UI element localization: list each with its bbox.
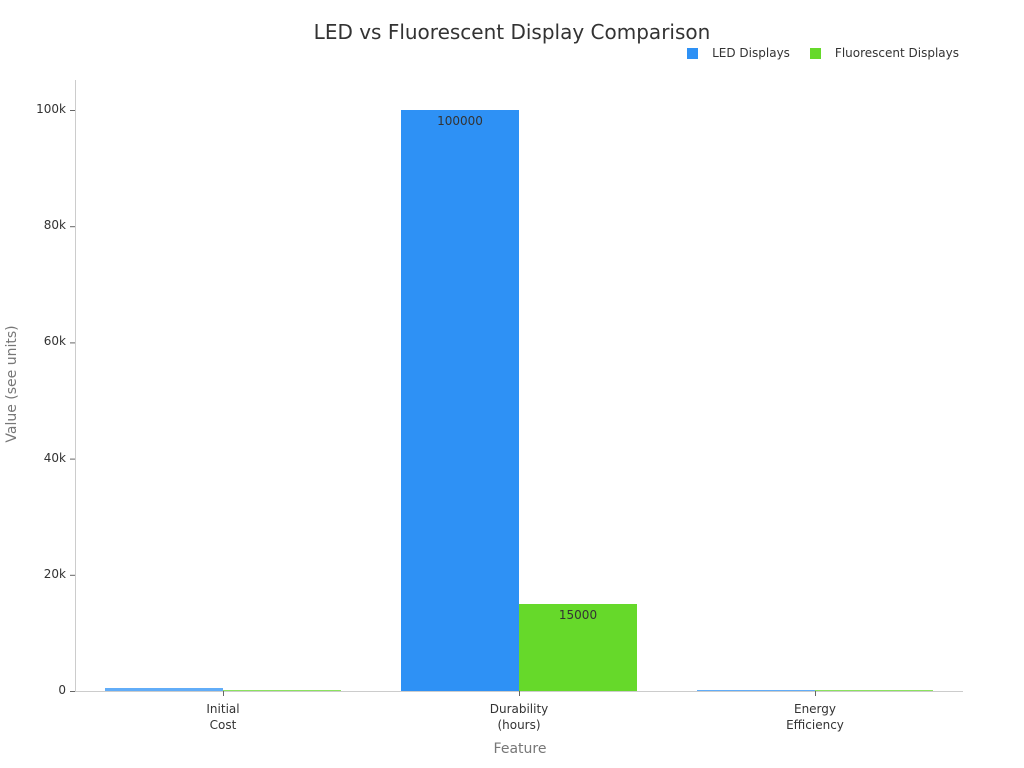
y-tick-label: 0 (58, 683, 66, 697)
legend: LED Displays Fluorescent Displays (667, 46, 959, 60)
bar-led[interactable] (401, 110, 519, 691)
y-tick-label: 20k (43, 566, 66, 581)
legend-label-fluorescent: Fluorescent Displays (834, 46, 959, 60)
legend-swatch-fluorescent (809, 47, 821, 59)
bar-fluorescent[interactable] (519, 603, 637, 691)
legend-item-fluorescent[interactable]: Fluorescent Displays (809, 46, 959, 60)
y-axis-label: Value (see units) (4, 325, 20, 443)
x-tick-label: Energy Efficiency (786, 702, 844, 732)
y-tick-label: 40k (43, 450, 66, 465)
x-tick-label: Durability (hours) (489, 702, 549, 732)
y-tick-label: 80k (43, 218, 66, 233)
chart-title: LED vs Fluorescent Display Comparison (313, 20, 711, 44)
y-tick-label: 100k (36, 102, 66, 116)
bar-value-label: 15000 (558, 607, 598, 622)
bar-fluorescent[interactable] (815, 690, 933, 691)
bar-led[interactable] (105, 687, 223, 691)
y-tick-label: 60k (43, 334, 66, 349)
bar-led[interactable] (697, 690, 815, 691)
bar-value-label: 100000 (437, 114, 483, 128)
legend-label-led: LED Displays (712, 46, 790, 60)
legend-item-led[interactable]: LED Displays (687, 46, 790, 60)
x-tick-label: Initial Cost (206, 702, 240, 732)
legend-swatch-led (687, 47, 699, 59)
bar-fluorescent[interactable] (223, 689, 341, 691)
x-axis-label: Feature (493, 741, 547, 757)
